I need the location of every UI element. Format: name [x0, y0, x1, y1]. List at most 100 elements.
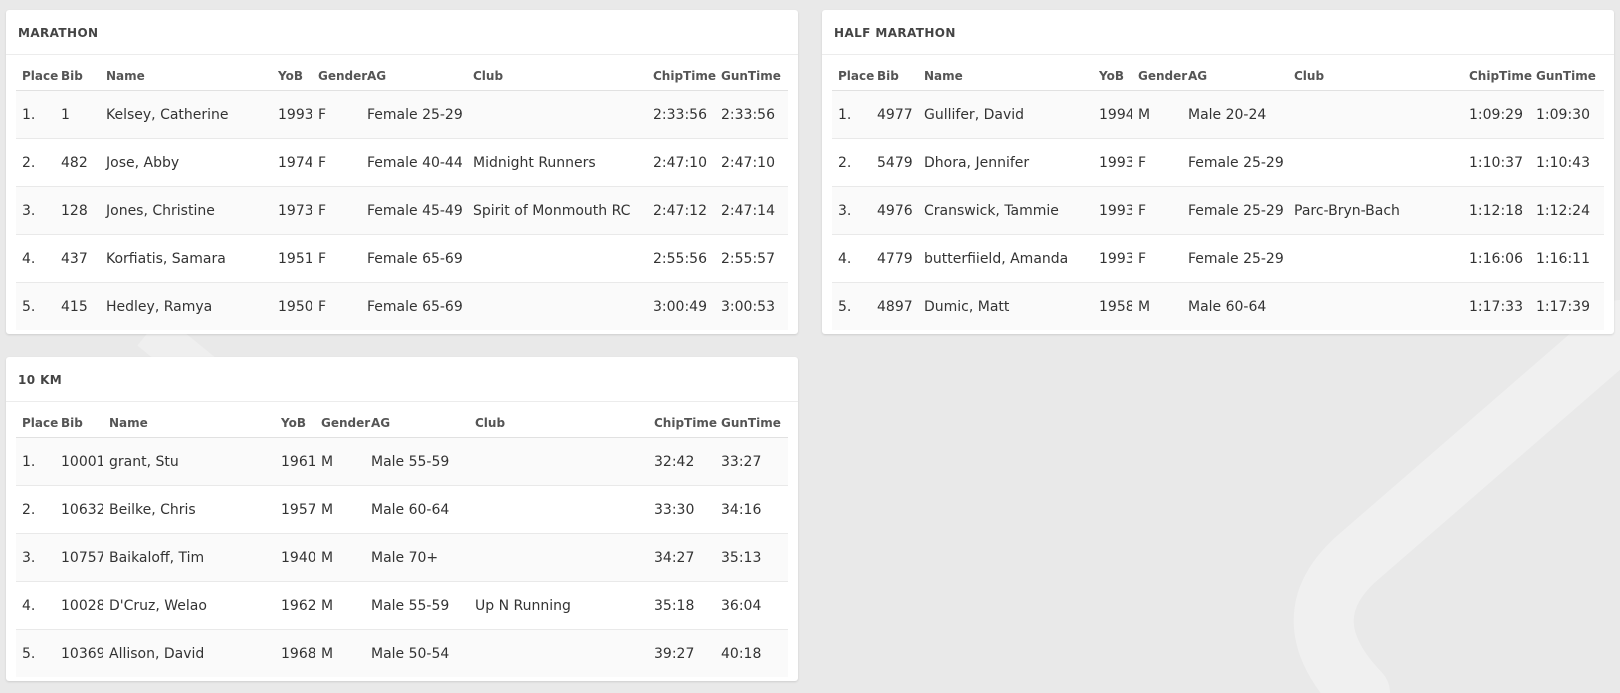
place-cell: 5. [22, 298, 36, 315]
col-header-chiptime[interactable]: ChipTime [647, 55, 716, 91]
yob-cell: 1994 [1093, 90, 1132, 139]
name-cell: Hedley, Ramya [106, 298, 213, 315]
gender-cell: M [1138, 298, 1151, 315]
name-cell: Jose, Abby [100, 138, 272, 187]
half-marathon-panel: HALF MARATHON Place Bib Name YoB Gender … [822, 10, 1614, 334]
col-header-club[interactable]: Club [467, 55, 647, 91]
chiptime-cell: 1:10:37 [1463, 138, 1530, 187]
col-header-chiptime[interactable]: ChipTime [1463, 55, 1532, 91]
club-cell: Midnight Runners [467, 138, 647, 187]
gender-cell: M [315, 581, 365, 630]
table-row[interactable]: 1. 10001 grant, Stu 1961 M Male 55-59 32… [16, 437, 788, 486]
col-header-gender[interactable]: Gender [1132, 55, 1187, 91]
col-header-ag[interactable]: AG [365, 402, 469, 438]
yob-cell: 1961 [275, 437, 315, 486]
club-cell [469, 630, 648, 678]
ag-cell: Female 45-49 [361, 186, 467, 235]
table-row[interactable]: 5. 10369 Allison, David 1968 M Male 50-5… [16, 629, 788, 678]
chiptime-cell: 2:55:56 [647, 234, 715, 283]
col-header-bib[interactable]: Bib [55, 55, 100, 91]
club-cell [469, 533, 648, 582]
header-row: Place Bib Name YoB Gender AG Club ChipTi… [16, 402, 788, 438]
chiptime-cell: 2:47:10 [647, 138, 715, 187]
col-header-guntime[interactable]: GunTime [715, 55, 788, 91]
ag-cell: Male 50-54 [371, 645, 450, 662]
place-cell: 2. [16, 485, 55, 534]
yob-cell: 1993 [1093, 186, 1132, 235]
col-header-place[interactable]: Place [16, 402, 58, 438]
col-header-gender[interactable]: Gender [312, 55, 367, 91]
table-row[interactable]: 2. 10632 Beilke, Chris 1957 M Male 60-64… [16, 485, 788, 534]
ag-cell: Female 25-29 [1182, 138, 1288, 187]
place-cell: 1. [16, 437, 55, 486]
gender-cell: F [1132, 186, 1182, 235]
club-cell: Spirit of Monmouth RC [467, 186, 647, 235]
gender-cell: F [318, 298, 327, 315]
guntime-cell: 1:17:39 [1536, 298, 1590, 315]
place-cell: 2. [16, 138, 55, 187]
yob-cell: 1993 [1093, 138, 1132, 187]
col-header-place[interactable]: Place [832, 55, 874, 91]
gender-cell: M [1132, 90, 1182, 139]
ag-cell: Female 40-44 [361, 138, 467, 187]
gender-cell: F [312, 138, 361, 187]
yob-cell: 1993 [272, 90, 312, 139]
col-header-place[interactable]: Place [16, 55, 58, 91]
col-header-guntime[interactable]: GunTime [1530, 55, 1604, 91]
table-row[interactable]: 3. 4976 Cranswick, Tammie 1993 F Female … [832, 186, 1604, 235]
yob-cell: 1957 [275, 485, 315, 534]
guntime-cell: 1:10:43 [1530, 138, 1604, 187]
table-row[interactable]: 5. 4897 Dumic, Matt 1958 M Male 60-64 1:… [832, 282, 1604, 330]
table-row[interactable]: 3. 10757 Baikaloff, Tim 1940 M Male 70+ … [16, 533, 788, 582]
table-row[interactable]: 1. 4977 Gullifer, David 1994 M Male 20-2… [832, 90, 1604, 139]
table-row[interactable]: 1. 1 Kelsey, Catherine 1993 F Female 25-… [16, 90, 788, 139]
chiptime-cell: 2:47:12 [647, 186, 715, 235]
col-header-guntime[interactable]: GunTime [715, 402, 788, 438]
table-row[interactable]: 2. 5479 Dhora, Jennifer 1993 F Female 25… [832, 138, 1604, 187]
bib-cell: 4897 [877, 298, 913, 315]
col-header-name[interactable]: Name [918, 55, 1093, 91]
col-header-name[interactable]: Name [103, 402, 275, 438]
col-header-chiptime[interactable]: ChipTime [648, 402, 717, 438]
col-header-ag[interactable]: AG [361, 55, 467, 91]
chiptime-cell: 33:30 [648, 485, 715, 534]
col-header-ag[interactable]: AG [1182, 55, 1288, 91]
ag-cell: Male 70+ [365, 533, 469, 582]
name-cell: D'Cruz, Welao [103, 581, 275, 630]
col-header-bib[interactable]: Bib [55, 402, 103, 438]
bib-cell: 415 [61, 298, 88, 315]
gender-cell: M [315, 533, 365, 582]
col-header-club[interactable]: Club [469, 402, 648, 438]
panel-title: 10 KM [6, 357, 798, 402]
name-cell: Cranswick, Tammie [918, 186, 1093, 235]
table-row[interactable]: 2. 482 Jose, Abby 1974 F Female 40-44 Mi… [16, 138, 788, 187]
table-row[interactable]: 4. 4779 butterfiield, Amanda 1993 F Fema… [832, 234, 1604, 283]
bib-cell: 4977 [871, 90, 918, 139]
table-row[interactable]: 4. 437 Korfiatis, Samara 1951 F Female 6… [16, 234, 788, 283]
bib-cell: 10028 [55, 581, 103, 630]
ag-cell: Female 25-29 [1182, 186, 1288, 235]
place-cell: 1. [832, 90, 871, 139]
club-cell [469, 437, 648, 486]
guntime-cell: 2:47:10 [715, 138, 788, 187]
col-header-gender[interactable]: Gender [315, 402, 370, 438]
col-header-yob[interactable]: YoB [1093, 55, 1132, 91]
table-row[interactable]: 5. 415 Hedley, Ramya 1950 F Female 65-69… [16, 282, 788, 330]
ag-cell: Female 25-29 [361, 90, 467, 139]
yob-cell: 1968 [281, 645, 315, 662]
col-header-yob[interactable]: YoB [272, 55, 312, 91]
table-row[interactable]: 4. 10028 D'Cruz, Welao 1962 M Male 55-59… [16, 581, 788, 630]
panel-title: HALF MARATHON [822, 10, 1614, 55]
gender-cell: F [1132, 234, 1182, 283]
col-header-bib[interactable]: Bib [871, 55, 918, 91]
name-cell: Kelsey, Catherine [100, 90, 272, 139]
10km-panel: 10 KM Place Bib Name YoB Gender AG Club … [6, 357, 798, 681]
table-row[interactable]: 3. 128 Jones, Christine 1973 F Female 45… [16, 186, 788, 235]
col-header-yob[interactable]: YoB [275, 402, 315, 438]
yob-cell: 1951 [272, 234, 312, 283]
club-cell: Parc-Bryn-Bach [1288, 186, 1463, 235]
bib-cell: 4779 [871, 234, 918, 283]
col-header-club[interactable]: Club [1288, 55, 1463, 91]
col-header-name[interactable]: Name [100, 55, 272, 91]
guntime-cell: 35:13 [715, 533, 788, 582]
